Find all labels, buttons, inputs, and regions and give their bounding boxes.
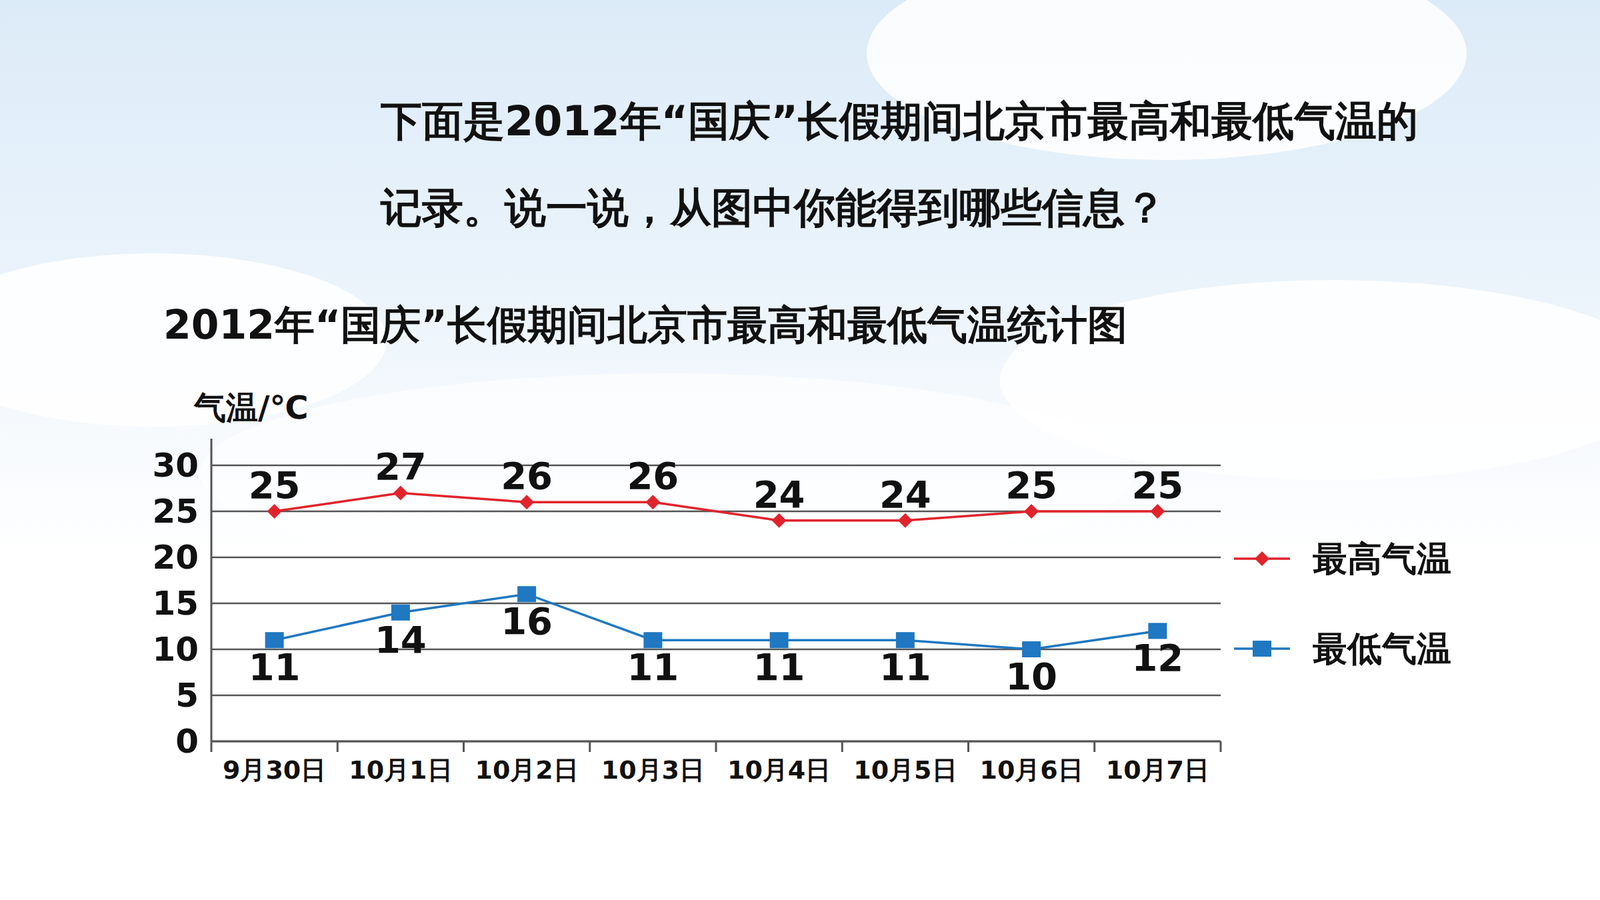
data-label: 16 <box>500 599 553 643</box>
data-label: 11 <box>879 645 932 689</box>
x-tick-label: 10月2日 <box>474 755 578 785</box>
data-labels: 25 27 26 26 24 24 25 25 11 14 16 11 11 11 10 12 <box>248 444 1184 698</box>
x-tick <box>1093 741 1096 752</box>
y-tick-label: 10 <box>152 630 199 669</box>
x-tick <box>462 741 465 752</box>
x-tick <box>336 741 339 752</box>
y-tick-label: 15 <box>152 584 199 623</box>
y-tick-label: 30 <box>152 446 199 485</box>
chart-title: 2012年“国庆”长假期间北京市最高和最低气温统计图 <box>163 301 1128 348</box>
grid-line <box>211 464 1221 467</box>
data-label: 11 <box>626 645 679 689</box>
x-tick <box>210 741 213 752</box>
data-label: 11 <box>248 645 301 689</box>
data-label: 25 <box>1131 463 1184 507</box>
x-tick <box>1220 741 1222 752</box>
data-label: 27 <box>374 444 427 488</box>
y-tick-label: 5 <box>175 676 199 715</box>
y-axis <box>210 438 213 742</box>
legend-marker <box>1252 640 1272 657</box>
y-tick-label: 0 <box>175 722 199 761</box>
legend-label: 最低气温 <box>1312 628 1452 669</box>
y-tick-label: 25 <box>152 492 199 531</box>
x-tick-label: 10月3日 <box>601 755 705 785</box>
grid-line <box>211 556 1221 559</box>
x-tick-label: 9月30日 <box>222 755 326 785</box>
data-label: 25 <box>248 463 301 507</box>
y-tick-label: 20 <box>152 538 199 577</box>
grid-line <box>211 602 1221 605</box>
x-tick <box>841 741 844 752</box>
x-tick-label: 10月6日 <box>979 755 1083 785</box>
data-label: 12 <box>1131 636 1184 680</box>
question-line: 下面是2012年“国庆”长假期间北京市最高和最低气温的 <box>380 93 1418 150</box>
legend-marker <box>1254 551 1270 566</box>
legend-label: 最高气温 <box>1312 538 1452 579</box>
x-tick-label: 10月4日 <box>727 755 831 785</box>
data-label: 25 <box>1005 463 1058 507</box>
data-label: 24 <box>753 472 806 516</box>
chart: 2012年“国庆”长假期间北京市最高和最低气温统计图气温/℃ 0 5 10 15 20 25… <box>0 0 1600 900</box>
data-label: 11 <box>753 645 806 689</box>
x-tick-label: 10月5日 <box>853 755 957 785</box>
y-axis-label: 气温/℃ <box>193 388 309 426</box>
x-tick <box>588 741 591 752</box>
x-tick <box>715 741 718 752</box>
x-tick-label: 10月1日 <box>348 755 452 785</box>
data-label: 24 <box>879 472 932 516</box>
grid-line <box>211 694 1221 697</box>
data-label: 10 <box>1005 654 1058 698</box>
data-label: 26 <box>500 454 553 498</box>
question-line: 记录。说一说，从图中你能得到哪些信息？ <box>380 180 1166 236</box>
x-tick <box>967 741 970 752</box>
grid-line <box>211 648 1221 651</box>
data-label: 14 <box>374 618 427 662</box>
data-label: 26 <box>626 454 679 498</box>
x-tick-label: 10月7日 <box>1106 755 1210 785</box>
